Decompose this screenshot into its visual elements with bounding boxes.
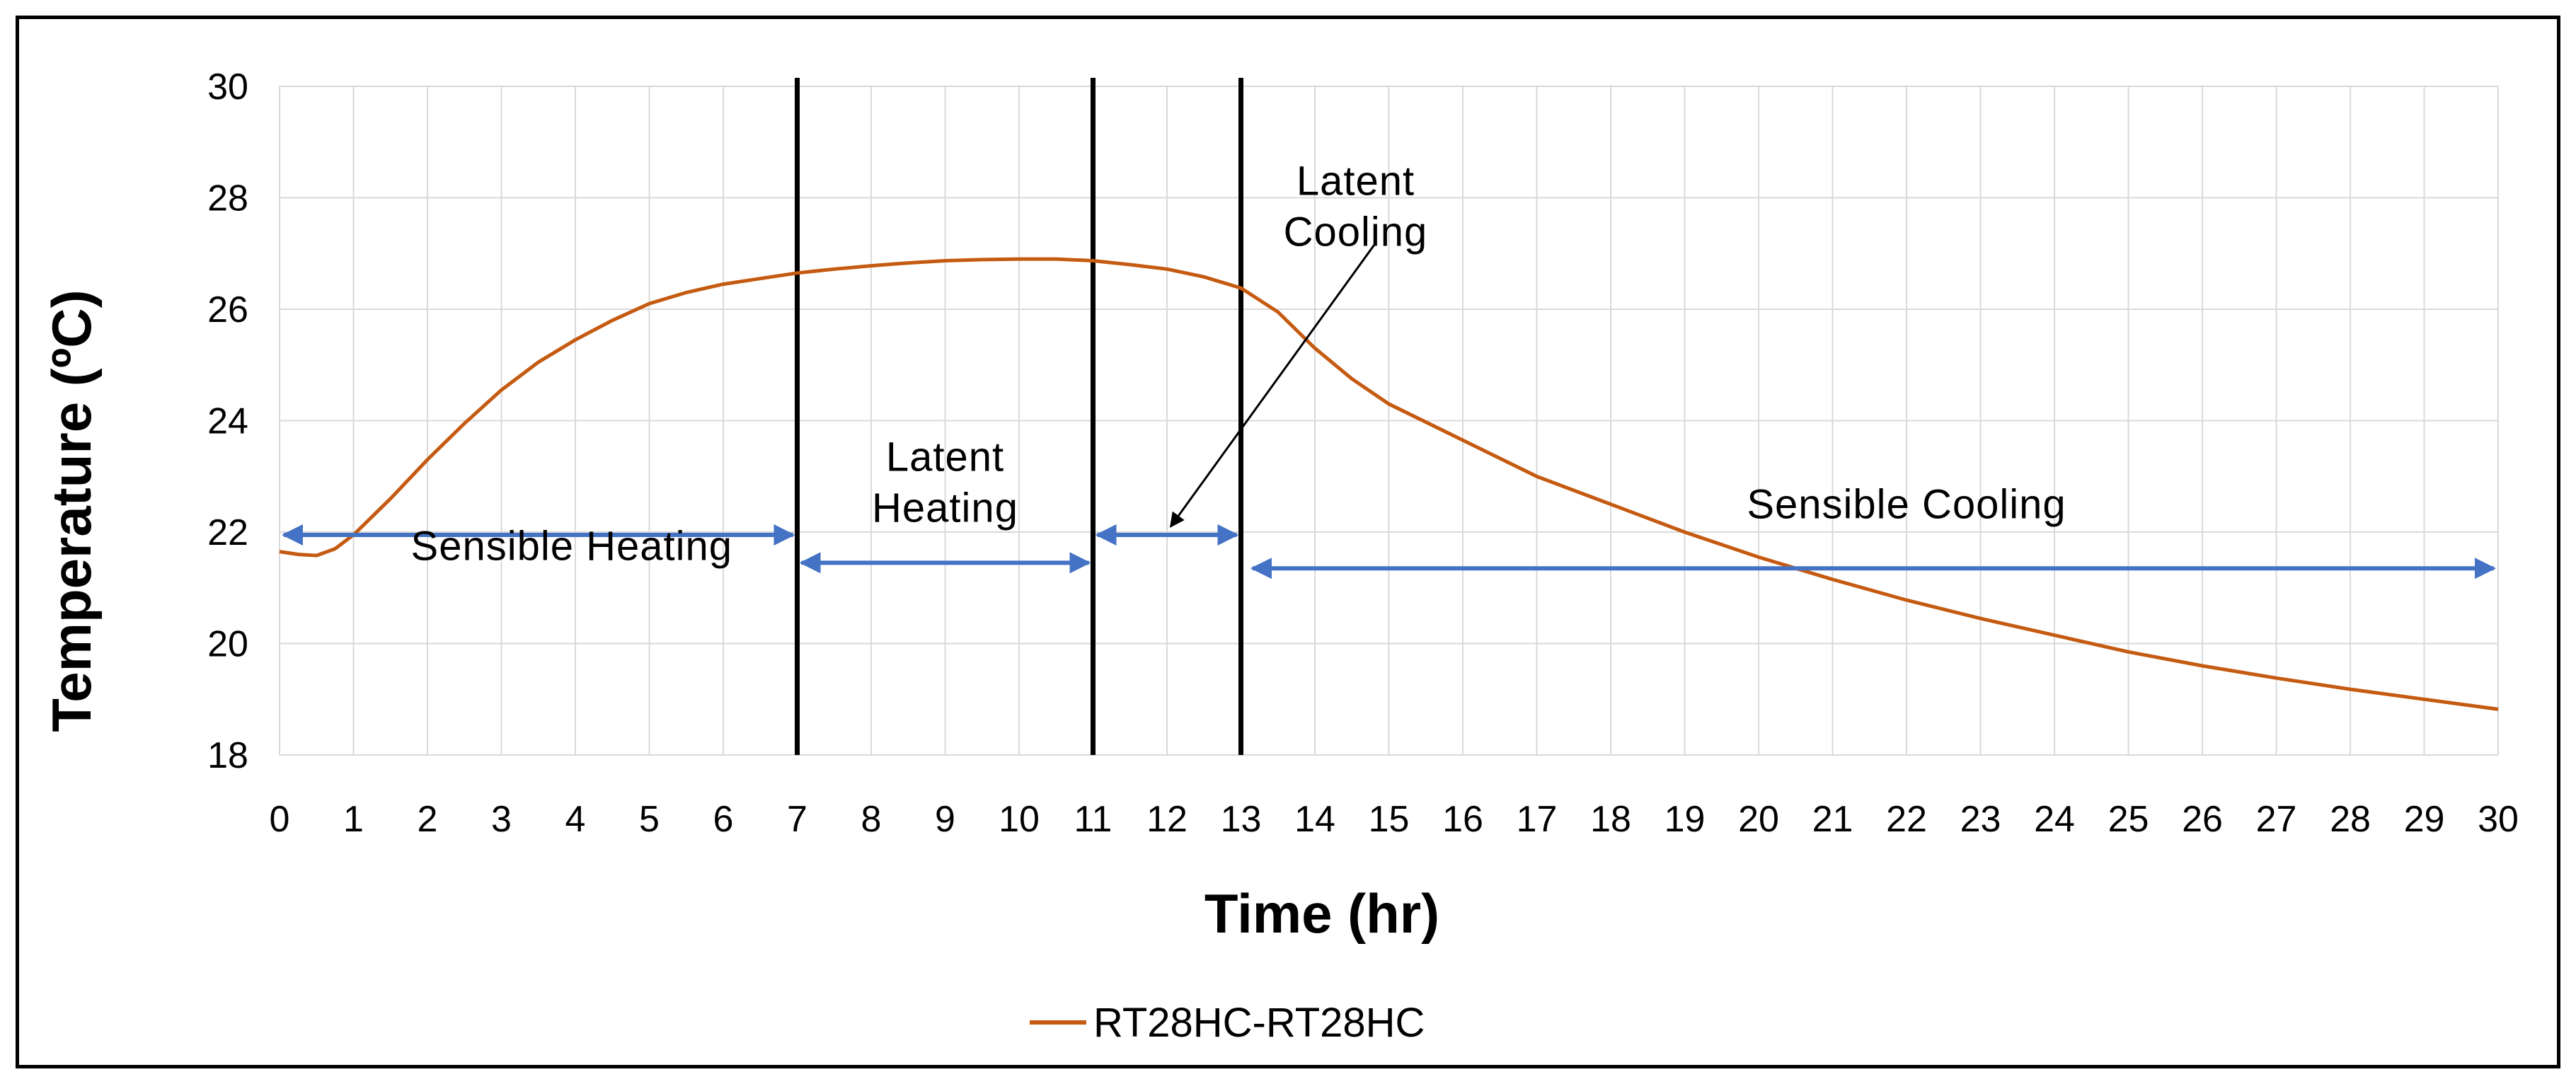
y-tick-label-30: 30 xyxy=(207,67,248,108)
x-tick-label-6: 6 xyxy=(713,799,734,840)
x-tick-label-22: 22 xyxy=(1886,799,1927,840)
latent-heating-label-line-2: Heating xyxy=(872,485,1018,531)
x-tick-label-23: 23 xyxy=(1960,799,2001,840)
x-tick-label-11: 11 xyxy=(1074,799,1112,840)
latent-heating-label-line-1: Latent xyxy=(886,434,1004,480)
x-tick-label-27: 27 xyxy=(2256,799,2297,840)
x-tick-label-28: 28 xyxy=(2330,799,2371,840)
latent-cooling-label-line-2: Cooling xyxy=(1284,209,1428,255)
x-tick-label-25: 25 xyxy=(2108,799,2149,840)
x-tick-label-3: 3 xyxy=(491,799,512,840)
grid xyxy=(279,86,2499,756)
phase-dividers xyxy=(795,78,1243,755)
x-tick-label-8: 8 xyxy=(861,799,882,840)
x-tick-label-20: 20 xyxy=(1738,799,1779,840)
sensible-cooling-label: Sensible Cooling xyxy=(1747,481,2066,527)
x-tick-label-15: 15 xyxy=(1369,799,1410,840)
x-tick-label-10: 10 xyxy=(999,799,1040,840)
x-tick-label-30: 30 xyxy=(2478,799,2519,840)
x-tick-label-17: 17 xyxy=(1517,799,1558,840)
y-tick-label-28: 28 xyxy=(207,178,248,219)
x-tick-label-9: 9 xyxy=(935,799,955,840)
x-tick-label-24: 24 xyxy=(2034,799,2075,840)
x-tick-labels: 0 1 2 3 4 5 6 7 8 9 10 11 12 13 14 15 16 17 18 19 20 21 22 23 24… xyxy=(270,799,2519,840)
y-tick-label-26: 26 xyxy=(207,289,248,330)
legend-label: RT28HC-RT28HC xyxy=(1093,1000,1425,1046)
x-tick-label-2: 2 xyxy=(418,799,438,840)
x-axis-title: Time (hr) xyxy=(1204,882,1439,945)
y-tick-label-24: 24 xyxy=(207,401,248,442)
x-tick-label-13: 13 xyxy=(1221,799,1262,840)
x-tick-label-5: 5 xyxy=(639,799,660,840)
x-tick-label-1: 1 xyxy=(343,799,364,840)
legend: RT28HC-RT28HC xyxy=(1030,1000,1425,1046)
x-tick-label-12: 12 xyxy=(1146,799,1188,840)
x-tick-label-26: 26 xyxy=(2182,799,2223,840)
sensible-heating-label: Sensible Heating xyxy=(411,523,733,569)
x-tick-label-0: 0 xyxy=(270,799,290,840)
x-tick-label-19: 19 xyxy=(1664,799,1706,840)
x-tick-label-21: 21 xyxy=(1812,799,1853,840)
y-tick-label-18: 18 xyxy=(207,735,248,776)
x-tick-label-4: 4 xyxy=(565,799,586,840)
series-line-rt28hc xyxy=(279,257,2499,711)
x-tick-label-14: 14 xyxy=(1294,799,1335,840)
y-tick-label-22: 22 xyxy=(207,512,248,553)
x-tick-label-18: 18 xyxy=(1590,799,1631,840)
sensible-cooling-label-line-1: Sensible Cooling xyxy=(1747,481,2066,527)
y-tick-label-20: 20 xyxy=(207,624,248,665)
latent-cooling-label: Latent Cooling xyxy=(1284,158,1428,255)
x-tick-label-7: 7 xyxy=(787,799,807,840)
y-axis-title: Temperature (ºC) xyxy=(40,289,103,732)
annotations: Sensible Heating Latent Heating Latent Cooli… xyxy=(282,158,2496,580)
latent-cooling-pointer-arrow xyxy=(1169,244,1375,528)
sensible-heating-label-line-1: Sensible Heating xyxy=(411,523,733,569)
y-tick-labels: 18 20 22 24 26 28 30 xyxy=(207,67,248,776)
x-tick-label-16: 16 xyxy=(1442,799,1483,840)
latent-cooling-label-line-1: Latent xyxy=(1296,158,1415,204)
x-tick-label-29: 29 xyxy=(2404,799,2445,840)
latent-heating-label: Latent Heating xyxy=(872,434,1018,531)
